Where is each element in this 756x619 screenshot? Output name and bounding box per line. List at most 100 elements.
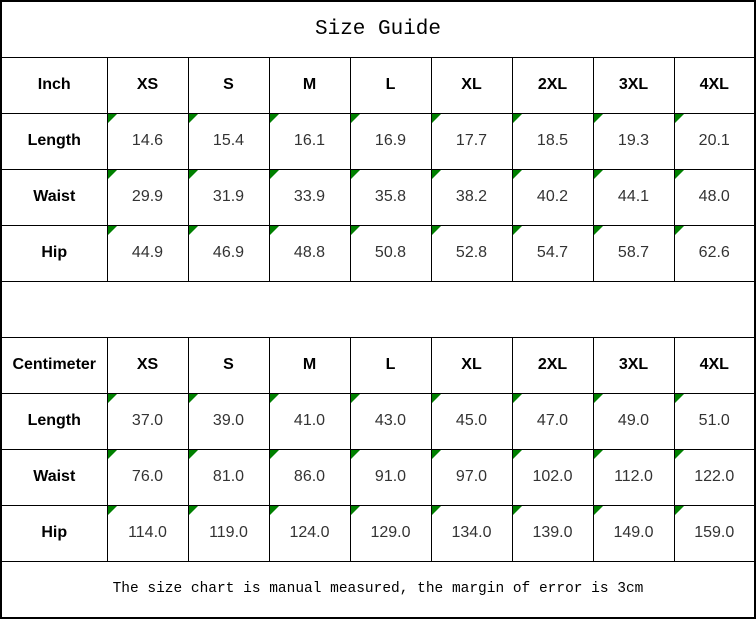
value-cell-text: 124.0 bbox=[289, 524, 330, 541]
stored-as-text-flag-icon bbox=[270, 506, 279, 515]
value-cell-text: 81.0 bbox=[212, 468, 245, 485]
stored-as-text-flag-icon bbox=[351, 170, 360, 179]
stored-as-text-flag-icon bbox=[432, 170, 441, 179]
value-cell: 91.0 bbox=[349, 448, 432, 506]
value-cell-text: 122.0 bbox=[694, 468, 735, 485]
value-cell-text: 102.0 bbox=[532, 468, 573, 485]
size-header-cell-text: 2XL bbox=[537, 356, 568, 373]
stored-as-text-flag-icon bbox=[108, 226, 117, 235]
value-cell: 50.8 bbox=[349, 224, 432, 282]
value-cell: 62.6 bbox=[673, 224, 756, 282]
value-cell: 48.8 bbox=[268, 224, 351, 282]
value-cell-text: 31.9 bbox=[212, 188, 245, 205]
value-cell: 97.0 bbox=[430, 448, 513, 506]
measurement-row: Waist 76.0 81.0 86.0 91.0 97.0 102.0 112.0 122.0 bbox=[0, 448, 756, 506]
stored-as-text-flag-icon bbox=[351, 506, 360, 515]
size-header-cell-text: L bbox=[385, 356, 396, 373]
row-label-cell-text: Waist bbox=[33, 468, 76, 485]
title-row: Size Guide bbox=[0, 0, 756, 58]
row-label-cell: Hip bbox=[0, 504, 108, 562]
stored-as-text-flag-icon bbox=[432, 394, 441, 403]
size-header-cell: 2XL bbox=[511, 336, 594, 394]
value-cell: 102.0 bbox=[511, 448, 594, 506]
value-cell: 129.0 bbox=[349, 504, 432, 562]
size-header-cell: 3XL bbox=[592, 56, 675, 114]
stored-as-text-flag-icon bbox=[108, 506, 117, 515]
title-section: Size Guide bbox=[0, 0, 756, 58]
stored-as-text-flag-icon bbox=[351, 226, 360, 235]
value-cell: 81.0 bbox=[187, 448, 270, 506]
stored-as-text-flag-icon bbox=[108, 450, 117, 459]
value-cell: 51.0 bbox=[673, 392, 756, 450]
value-cell-text: 18.5 bbox=[536, 132, 569, 149]
stored-as-text-flag-icon bbox=[594, 506, 603, 515]
stored-as-text-flag-icon bbox=[513, 226, 522, 235]
value-cell: 119.0 bbox=[187, 504, 270, 562]
value-cell: 41.0 bbox=[268, 392, 351, 450]
footer-note: The size chart is manual measured, the m… bbox=[0, 560, 756, 619]
value-cell-text: 16.9 bbox=[374, 132, 407, 149]
size-header-cell: M bbox=[268, 336, 351, 394]
sheet-title: Size Guide bbox=[0, 0, 756, 58]
size-header-cell: XS bbox=[106, 336, 189, 394]
value-cell-text: 39.0 bbox=[212, 412, 245, 429]
footer-row: The size chart is manual measured, the m… bbox=[0, 560, 756, 619]
stored-as-text-flag-icon bbox=[675, 114, 684, 123]
size-header-cell: S bbox=[187, 56, 270, 114]
measurement-row: Hip 114.0 119.0 124.0 129.0 134.0 139.0 149.0 15… bbox=[0, 504, 756, 562]
row-label-cell-text: Waist bbox=[33, 188, 76, 205]
spacer-row bbox=[0, 280, 756, 338]
value-cell-text: 45.0 bbox=[455, 412, 488, 429]
stored-as-text-flag-icon bbox=[675, 450, 684, 459]
size-header-cell-text: 2XL bbox=[537, 76, 568, 93]
value-cell: 17.7 bbox=[430, 112, 513, 170]
stored-as-text-flag-icon bbox=[351, 114, 360, 123]
value-cell: 44.9 bbox=[106, 224, 189, 282]
stored-as-text-flag-icon bbox=[270, 114, 279, 123]
stored-as-text-flag-icon bbox=[594, 450, 603, 459]
value-cell-text: 44.9 bbox=[131, 244, 164, 261]
stored-as-text-flag-icon bbox=[432, 506, 441, 515]
value-cell-text: 129.0 bbox=[370, 524, 411, 541]
size-header-cell: 3XL bbox=[592, 336, 675, 394]
value-cell: 124.0 bbox=[268, 504, 351, 562]
size-header-cell-text: XS bbox=[136, 356, 159, 373]
value-cell-text: 50.8 bbox=[374, 244, 407, 261]
stored-as-text-flag-icon bbox=[432, 450, 441, 459]
stored-as-text-flag-icon bbox=[513, 394, 522, 403]
unit-label-cell: Inch bbox=[0, 56, 108, 114]
value-cell-text: 41.0 bbox=[293, 412, 326, 429]
value-cell: 16.9 bbox=[349, 112, 432, 170]
value-cell-text: 44.1 bbox=[617, 188, 650, 205]
stored-as-text-flag-icon bbox=[432, 114, 441, 123]
spacer-cell bbox=[0, 280, 756, 338]
value-cell: 40.2 bbox=[511, 168, 594, 226]
value-cell: 38.2 bbox=[430, 168, 513, 226]
stored-as-text-flag-icon bbox=[513, 506, 522, 515]
size-header-cell-text: 4XL bbox=[699, 76, 729, 93]
stored-as-text-flag-icon bbox=[189, 114, 198, 123]
value-cell: 14.6 bbox=[106, 112, 189, 170]
centimeter-table-section: Centimeter XS S M L XL 2XL 3XL 4XL Length 37.0 39.0… bbox=[0, 336, 756, 562]
value-cell: 46.9 bbox=[187, 224, 270, 282]
size-header-cell-text: M bbox=[302, 356, 317, 373]
inch-table-section: Inch XS S M L XL 2XL 3XL 4XL Length 14.6 15.4 16.1 16… bbox=[0, 56, 756, 282]
size-header-cell: L bbox=[349, 56, 432, 114]
value-cell: 37.0 bbox=[106, 392, 189, 450]
row-label-cell: Hip bbox=[0, 224, 108, 282]
value-cell-text: 40.2 bbox=[536, 188, 569, 205]
stored-as-text-flag-icon bbox=[432, 226, 441, 235]
size-header-cell: M bbox=[268, 56, 351, 114]
stored-as-text-flag-icon bbox=[108, 114, 117, 123]
value-cell-text: 20.1 bbox=[698, 132, 730, 149]
value-cell: 52.8 bbox=[430, 224, 513, 282]
measurement-row: Length 14.6 15.4 16.1 16.9 17.7 18.5 19.3 20.1 bbox=[0, 112, 756, 170]
stored-as-text-flag-icon bbox=[351, 394, 360, 403]
value-cell-text: 19.3 bbox=[617, 132, 650, 149]
stored-as-text-flag-icon bbox=[675, 226, 684, 235]
stored-as-text-flag-icon bbox=[513, 450, 522, 459]
value-cell: 15.4 bbox=[187, 112, 270, 170]
row-label-cell: Length bbox=[0, 392, 108, 450]
row-label-cell-text: Length bbox=[27, 412, 81, 429]
